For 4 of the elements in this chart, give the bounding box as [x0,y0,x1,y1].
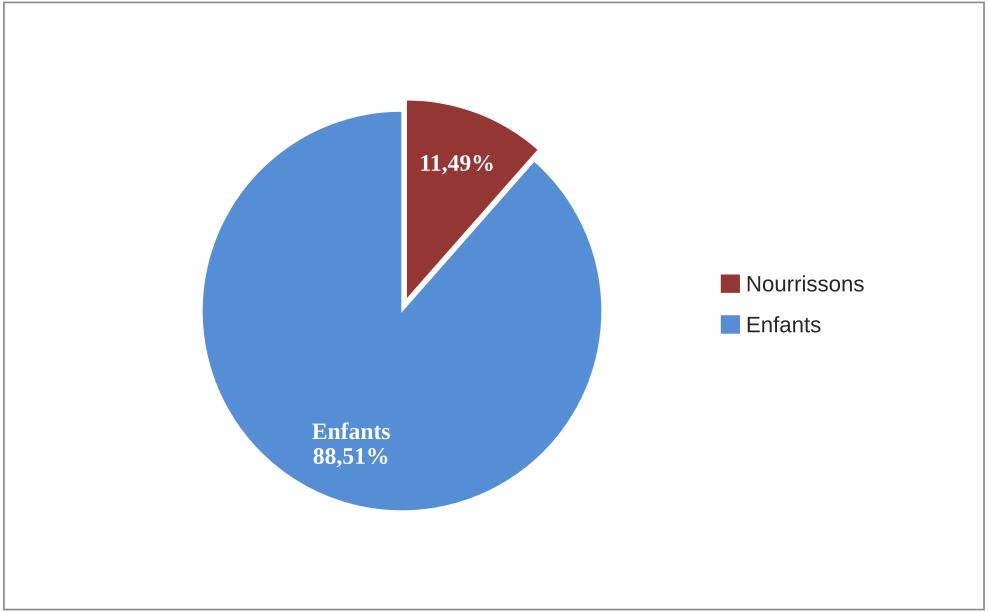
data-label: 11,49% [421,155,493,174]
data-label: Enfants 88,51% [312,422,390,468]
legend-label: Enfants [748,316,820,332]
legend-label: Nourrissons [748,275,864,292]
